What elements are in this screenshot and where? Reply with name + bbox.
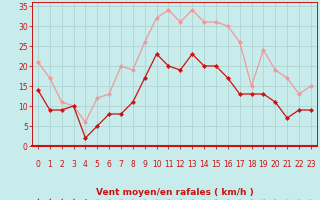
X-axis label: Vent moyen/en rafales ( km/h ): Vent moyen/en rafales ( km/h ): [96, 188, 253, 197]
